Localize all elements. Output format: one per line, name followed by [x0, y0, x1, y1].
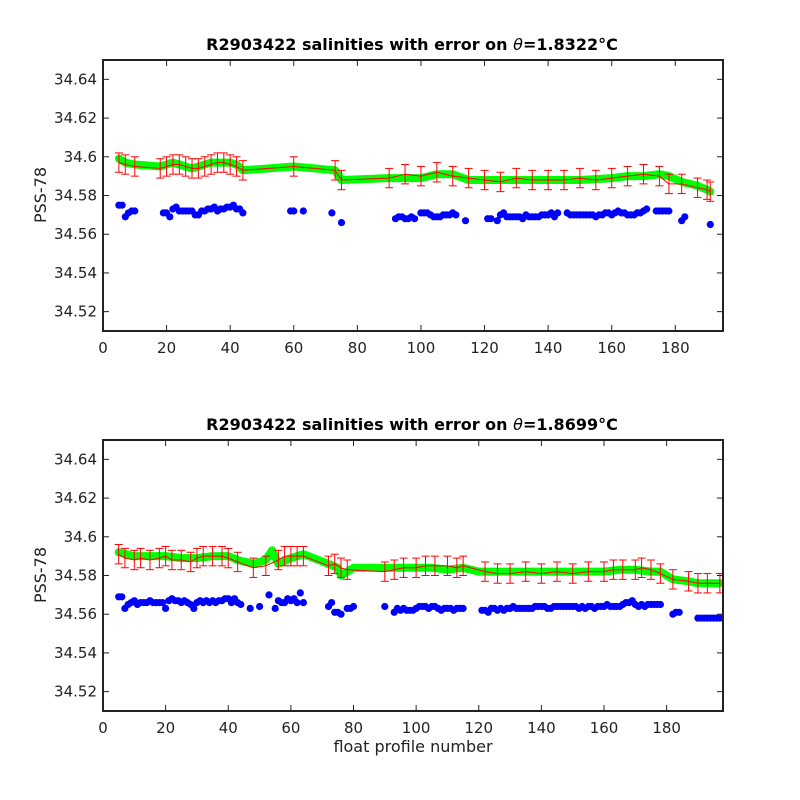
x-tick-label: 100	[402, 719, 431, 737]
float-salinity-point	[131, 207, 139, 215]
x-tick-label: 100	[407, 339, 436, 357]
float-salinity-point	[716, 614, 724, 622]
y-tick-label: 34.6	[64, 528, 97, 546]
float-salinity-point	[190, 604, 198, 613]
float-salinity-point	[337, 219, 346, 227]
panel-bottom-ylabel: PSS-78	[31, 547, 50, 603]
x-tick-label: 140	[534, 339, 563, 357]
x-tick-label: 60	[281, 719, 300, 737]
float-salinity-point	[381, 602, 389, 611]
panel-top-ticks: 0 20 40 60 80 100 120 140 160 180 34.52 34.54 34.56 3…	[54, 60, 723, 357]
float-salinity-point	[265, 591, 273, 599]
y-tick-label: 34.54	[54, 264, 97, 282]
float-salinity-point	[158, 599, 167, 607]
y-tick-label: 34.58	[54, 567, 97, 585]
float-salinity-point	[299, 599, 307, 607]
x-tick-label: 140	[527, 719, 556, 737]
x-tick-label: 20	[156, 719, 175, 737]
salinity-panel-bottom: R2903422 salinities with error on θ=1.86…	[31, 415, 724, 756]
y-tick-label: 34.56	[54, 225, 97, 243]
float-salinity-point	[554, 209, 562, 217]
x-tick-label: 80	[344, 719, 363, 737]
float-salinity-point	[328, 209, 336, 217]
float-salinity-point	[118, 593, 126, 601]
panel-bottom-title: R2903422 salinities with error on θ=1.86…	[206, 415, 618, 434]
x-tick-label: 160	[590, 719, 619, 737]
y-tick-label: 34.54	[54, 644, 97, 662]
y-tick-label: 34.62	[54, 109, 97, 127]
float-salinity-point	[271, 604, 279, 613]
float-salinity-point	[706, 220, 714, 229]
float-salinity-point	[239, 209, 247, 217]
salinity-panel-top: R2903422 salinities with error on θ=1.83…	[31, 35, 724, 357]
float-salinity-point	[349, 602, 358, 611]
float-salinity-point	[656, 600, 665, 609]
float-salinity-point	[166, 213, 174, 221]
x-tick-label: 0	[98, 719, 108, 737]
panel-bottom-ticks: 0 20 40 60 80 100 120 140 160 180 34.52 34.54 34.56 3…	[54, 440, 723, 737]
float-salinity-point	[237, 600, 245, 609]
float-salinity-point	[461, 217, 470, 225]
float-salinity-point	[293, 599, 301, 607]
float-salinity-point	[452, 211, 460, 219]
y-tick-label: 34.52	[54, 303, 97, 321]
x-tick-label: 20	[157, 339, 176, 357]
panel-bottom-xlabel: float profile number	[333, 737, 493, 756]
float-salinity-point	[411, 215, 419, 223]
panel-top-calibrated-series	[114, 152, 715, 202]
panel-top-float-series	[115, 201, 714, 229]
float-salinity-point	[675, 608, 683, 616]
panel-top-ylabel: PSS-78	[31, 167, 50, 223]
x-tick-label: 80	[348, 339, 367, 357]
float-salinity-point	[290, 207, 298, 215]
x-tick-label: 40	[221, 339, 240, 357]
x-tick-label: 180	[652, 719, 681, 737]
float-salinity-point	[296, 589, 304, 597]
y-tick-label: 34.52	[54, 683, 97, 701]
float-salinity-point	[162, 604, 170, 613]
panel-top-axes-frame	[102, 59, 724, 332]
float-salinity-point	[246, 604, 254, 613]
panel-bottom-float-series	[115, 589, 724, 622]
y-tick-label: 34.56	[54, 605, 97, 623]
float-salinity-point	[459, 604, 467, 613]
y-tick-label: 34.64	[54, 70, 97, 88]
y-tick-label: 34.6	[64, 148, 97, 166]
y-tick-label: 34.62	[54, 489, 97, 507]
panel-top-title: R2903422 salinities with error on θ=1.83…	[206, 35, 618, 54]
y-tick-label: 34.58	[54, 187, 97, 205]
panel-bottom-calibrated-series	[114, 544, 724, 594]
float-salinity-point	[665, 207, 673, 215]
x-tick-label: 120	[470, 339, 499, 357]
float-salinity-point	[681, 213, 689, 221]
float-salinity-point	[643, 205, 651, 213]
float-salinity-point	[328, 599, 336, 607]
x-tick-label: 60	[284, 339, 303, 357]
x-tick-label: 120	[464, 719, 493, 737]
float-salinity-point	[487, 215, 495, 223]
float-salinity-point	[118, 201, 126, 209]
float-salinity-point	[299, 207, 307, 215]
x-tick-label: 180	[661, 339, 690, 357]
calibrated-salinity-line	[118, 553, 720, 584]
float-salinity-point	[256, 602, 264, 611]
x-tick-label: 160	[597, 339, 626, 357]
float-salinity-point	[337, 610, 345, 618]
y-tick-label: 34.64	[54, 450, 97, 468]
x-tick-label: 40	[219, 719, 238, 737]
float-salinity-point	[493, 217, 501, 225]
panel-bottom-axes-frame	[102, 439, 724, 712]
x-tick-label: 0	[98, 339, 108, 357]
